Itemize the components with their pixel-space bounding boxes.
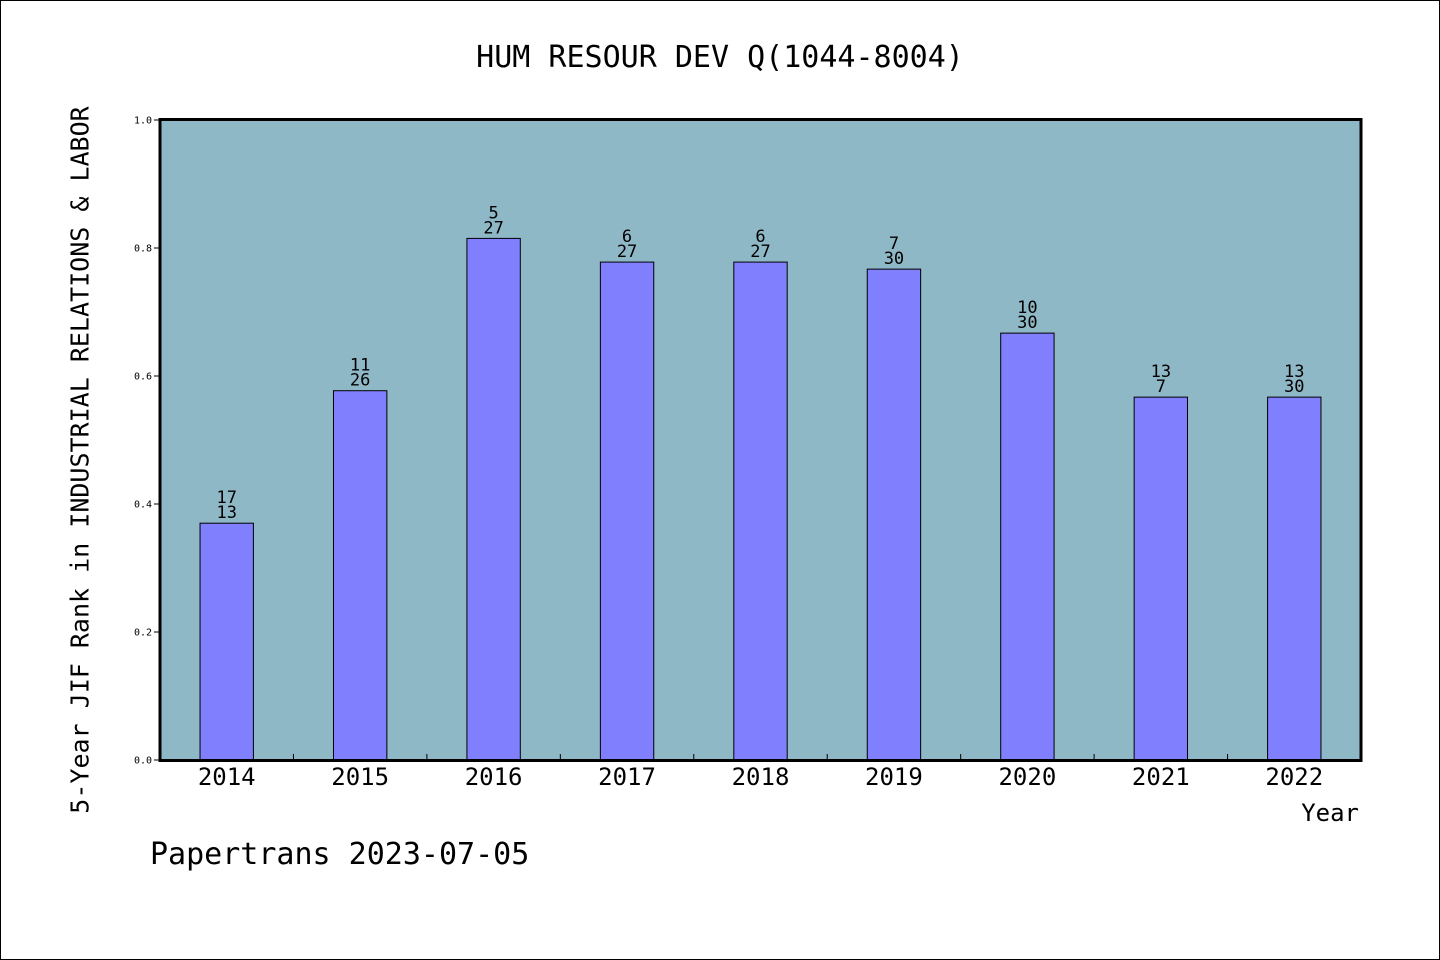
bar-2014 <box>199 522 254 761</box>
x-tick-label-2015: 2015 <box>331 763 389 791</box>
bar-label-upper-2017: 6 <box>622 227 632 247</box>
bar-label-upper-2019: 7 <box>889 234 899 254</box>
x-tick-label-2016: 2016 <box>465 763 523 791</box>
bar-label-lower-2017: 27 <box>617 242 637 262</box>
bar-label-upper-2015: 11 <box>350 356 370 376</box>
bar-label-lower-2020: 30 <box>1017 313 1037 333</box>
y-tick-label: 0.0 <box>134 756 152 767</box>
x-tick-label-2018: 2018 <box>732 763 790 791</box>
bar-2016 <box>466 237 521 761</box>
plot-border <box>158 118 1363 762</box>
bar-2017 <box>599 261 655 761</box>
x-tick-label-2022: 2022 <box>1265 763 1323 791</box>
x-tick-label-2019: 2019 <box>865 763 923 791</box>
bar-2022 <box>1267 396 1322 761</box>
bar-label-upper-2018: 6 <box>755 227 765 247</box>
y-tick-label: 0.8 <box>134 244 152 255</box>
bar-2021 <box>1133 396 1189 761</box>
y-tick-label: 0.4 <box>134 500 152 511</box>
y-axis-label: 5-Year JIF Rank in INDUSTRIAL RELATIONS … <box>66 105 95 813</box>
bar-2020 <box>1000 332 1055 761</box>
bar-2019 <box>866 268 922 761</box>
x-tick-label-2014: 2014 <box>198 763 256 791</box>
bar-label-lower-2015: 26 <box>350 371 370 391</box>
x-axis-label: Year <box>1301 799 1359 827</box>
bar-label-upper-2016: 5 <box>488 203 498 223</box>
bar-label-lower-2016: 27 <box>483 218 503 238</box>
x-axis: 2014 2015 2016 2017 2018 2019 2020 2021 2022 <box>198 754 1323 791</box>
bar-label-lower-2021: 7 <box>1156 377 1166 397</box>
bar-label-lower-2018: 27 <box>750 242 770 262</box>
y-axis: 0.0 0.2 0.4 0.6 0.8 1.0 <box>134 116 159 767</box>
bar-label-lower-2019: 30 <box>884 249 904 269</box>
bar-label-upper-2022: 13 <box>1284 362 1304 382</box>
footer-text: Papertrans 2023-07-05 <box>150 837 529 872</box>
x-tick-label-2017: 2017 <box>598 763 656 791</box>
bar-label-upper-2020: 10 <box>1017 298 1037 318</box>
bar-2015 <box>332 390 388 761</box>
chart-title: HUM RESOUR DEV Q(1044-8004) <box>476 40 964 75</box>
bar-2018 <box>733 261 788 761</box>
y-tick-label: 1.0 <box>134 116 152 127</box>
bar-label-lower-2014: 13 <box>216 503 236 523</box>
y-tick-label: 0.2 <box>134 628 152 639</box>
bar-label-lower-2022: 30 <box>1284 377 1304 397</box>
bar-label-upper-2014: 17 <box>216 488 236 508</box>
bar-label-upper-2021: 13 <box>1151 362 1171 382</box>
y-tick-label: 0.6 <box>134 372 152 383</box>
x-tick-label-2020: 2020 <box>998 763 1056 791</box>
bars-group <box>199 237 1322 761</box>
x-tick-label-2021: 2021 <box>1132 763 1190 791</box>
